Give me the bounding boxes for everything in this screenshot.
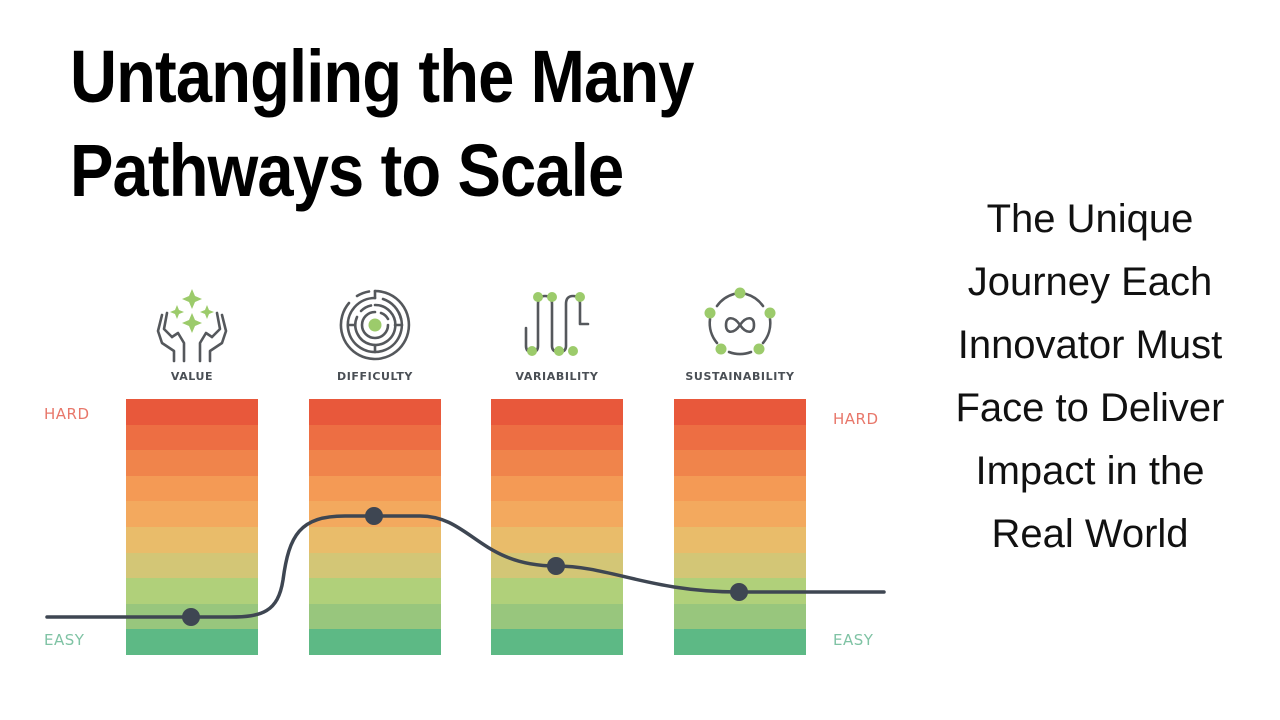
- scale-band-8: [309, 578, 441, 604]
- scale-band-3: [126, 450, 258, 476]
- scale-band-4: [674, 475, 806, 502]
- hard-label-right: HARD: [833, 410, 879, 428]
- scale-band-9: [491, 603, 623, 630]
- scale-band-1: [674, 399, 806, 425]
- scale-band-2: [126, 424, 258, 451]
- scale-band-2: [491, 424, 623, 451]
- scale-band-3: [309, 450, 441, 476]
- scale-band-10: [674, 629, 806, 655]
- data-point-difficulty: [365, 507, 383, 525]
- scale-band-5: [674, 501, 806, 527]
- scale-band-2: [309, 424, 441, 451]
- data-point-sustainability: [730, 583, 748, 601]
- scale-band-5: [126, 501, 258, 527]
- scale-band-9: [674, 603, 806, 630]
- easy-label-left: EASY: [44, 631, 85, 649]
- scale-band-6: [309, 526, 441, 553]
- difficulty-scale-bar-sustainability: [674, 399, 806, 655]
- scale-band-7: [309, 552, 441, 579]
- scale-band-6: [126, 526, 258, 553]
- subtitle-line-1: The Unique: [986, 197, 1194, 241]
- maze-icon: [339, 289, 411, 361]
- subtitle-line-3: Innovator Must: [957, 323, 1223, 367]
- scale-band-1: [309, 399, 441, 425]
- scale-band-1: [126, 399, 258, 425]
- scale-band-9: [309, 603, 441, 630]
- scale-band-1: [491, 399, 623, 425]
- subtitle-line-4: Face to Deliver: [955, 386, 1225, 430]
- hard-label-left: HARD: [44, 405, 90, 423]
- category-label-sustainability: SUSTAINABILITY: [685, 370, 795, 383]
- scale-band-10: [491, 629, 623, 655]
- infinity-cycle-icon: [704, 287, 776, 356]
- category-label-value: VALUE: [170, 370, 214, 383]
- scale-band-2: [674, 424, 806, 451]
- scale-band-10: [309, 629, 441, 655]
- title-line-2: Pathways to Scale: [70, 129, 624, 212]
- category-label-difficulty: DIFFICULTY: [336, 370, 413, 383]
- difficulty-scale-bar-value: [126, 399, 258, 655]
- scale-band-6: [674, 526, 806, 553]
- data-point-variability: [547, 557, 565, 575]
- pathway-line: [45, 514, 886, 619]
- hands-sparkle-icon: [156, 289, 228, 363]
- subtitle-line-5: Impact in the: [975, 449, 1205, 493]
- page-title: Untangling the Many Pathways to Scale: [70, 30, 694, 218]
- difficulty-scale-bar-variability: [491, 399, 623, 655]
- scale-band-4: [491, 475, 623, 502]
- scale-band-5: [491, 501, 623, 527]
- scale-band-4: [126, 475, 258, 502]
- scale-band-7: [674, 552, 806, 579]
- scale-band-3: [491, 450, 623, 476]
- subtitle-line-6: Real World: [991, 512, 1189, 556]
- wave-path-icon: [524, 292, 590, 356]
- scale-band-8: [491, 578, 623, 604]
- scale-band-3: [674, 450, 806, 476]
- scale-band-8: [126, 578, 258, 604]
- title-line-1: Untangling the Many: [70, 35, 694, 118]
- scale-band-4: [309, 475, 441, 502]
- category-label-variability: VARIABILITY: [515, 370, 599, 383]
- scale-band-10: [126, 629, 258, 655]
- subtitle-line-2: Journey Each: [967, 260, 1213, 304]
- easy-label-right: EASY: [833, 631, 874, 649]
- scale-band-7: [126, 552, 258, 579]
- subtitle: The Unique Journey Each Innovator Must F…: [925, 188, 1255, 566]
- data-point-value: [182, 608, 200, 626]
- scale-band-6: [491, 526, 623, 553]
